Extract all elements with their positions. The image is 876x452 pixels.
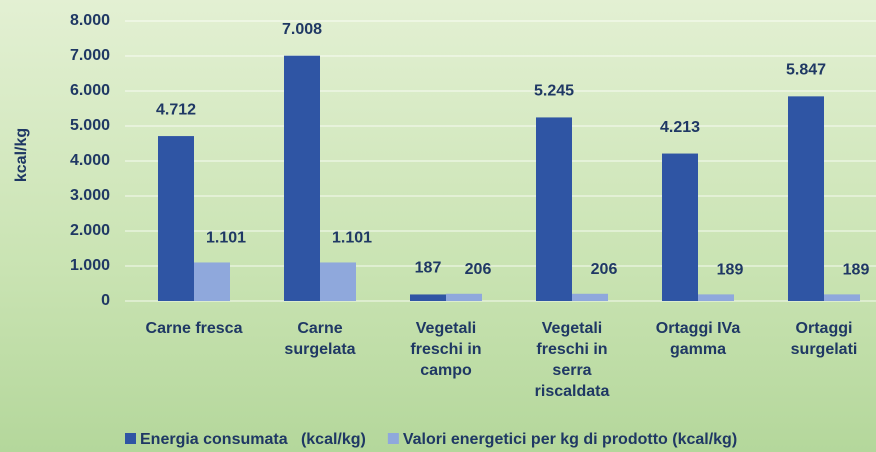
value-label: 4.213 <box>660 119 700 136</box>
legend-label: Energia consumata (kcal/kg) <box>140 431 366 448</box>
bar <box>446 293 482 301</box>
y-tick-label: 6.000 <box>70 82 110 99</box>
x-tick-label: Ortaggi IVa gamma <box>655 320 741 358</box>
value-label: 187 <box>415 260 442 277</box>
value-label: 189 <box>843 262 870 279</box>
bar <box>320 262 356 301</box>
x-tick-label: Vegetali freschi in campo <box>410 320 482 379</box>
y-tick-label: 8.000 <box>70 12 110 29</box>
bar <box>284 55 320 301</box>
value-label: 5.245 <box>534 83 574 100</box>
bar <box>410 294 446 301</box>
x-tick-label: Ortaggi surgelati <box>790 320 858 358</box>
bar <box>824 294 860 301</box>
bar <box>572 293 608 301</box>
bar <box>536 117 572 301</box>
y-tick-label: 1.000 <box>70 257 110 274</box>
legend-swatch <box>125 433 136 444</box>
y-axis-label: kcal/kg <box>13 128 30 182</box>
value-label: 1.101 <box>206 230 246 247</box>
value-label: 206 <box>465 261 492 278</box>
value-label: 4.712 <box>156 101 196 118</box>
bar <box>158 136 194 301</box>
value-label: 1.101 <box>332 230 372 247</box>
bar <box>788 96 824 301</box>
x-tick-label: Carne fresca <box>145 320 243 337</box>
y-tick-label: 3.000 <box>70 187 110 204</box>
value-label: 206 <box>591 261 618 278</box>
bar <box>194 262 230 301</box>
x-tick-label: Vegetali freschi in serra riscaldata <box>534 320 610 400</box>
y-tick-label: 0 <box>101 292 110 309</box>
x-tick-label: Carne surgelata <box>284 320 356 358</box>
bar <box>662 153 698 301</box>
value-label: 7.008 <box>282 21 322 38</box>
legend-label: Valori energetici per kg di prodotto (kc… <box>403 431 737 448</box>
bar <box>698 294 734 301</box>
value-label: 189 <box>717 262 744 279</box>
value-label: 5.847 <box>786 62 826 79</box>
y-tick-label: 2.000 <box>70 222 110 239</box>
y-tick-label: 7.000 <box>70 47 110 64</box>
legend-swatch <box>387 433 399 444</box>
y-tick-label: 5.000 <box>70 117 110 134</box>
y-tick-label: 4.000 <box>70 152 110 169</box>
